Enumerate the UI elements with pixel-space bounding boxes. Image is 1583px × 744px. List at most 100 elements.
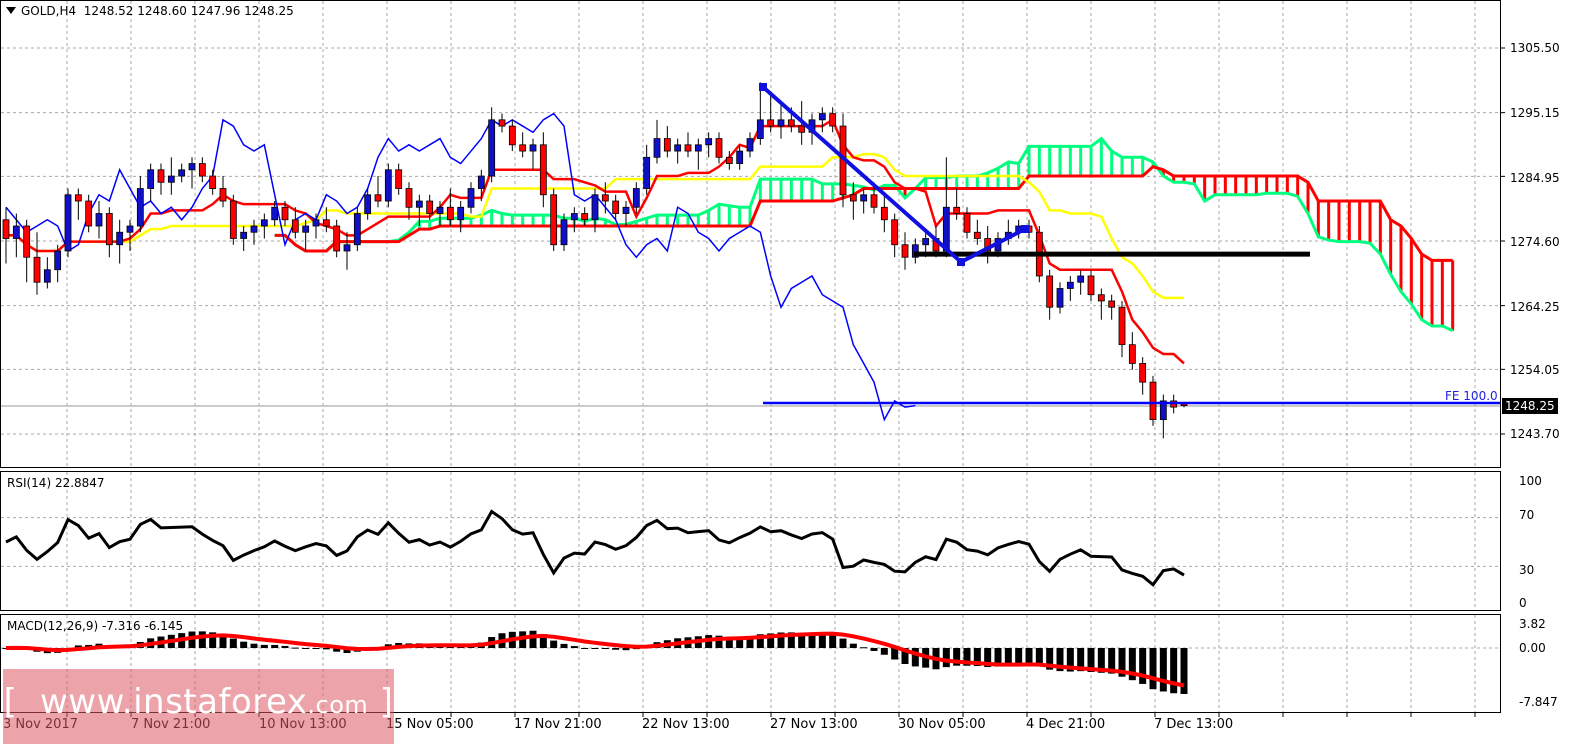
candle bbox=[250, 225, 258, 233]
instaforex-watermark: [ www.instaforex.com ] bbox=[3, 669, 394, 744]
macd-histogram-bar bbox=[1128, 648, 1136, 681]
macd-histogram-bar bbox=[1170, 648, 1178, 694]
candle bbox=[622, 206, 630, 214]
rsi-tick: 100 bbox=[1519, 474, 1542, 488]
candle bbox=[126, 225, 134, 233]
macd-histogram-bar bbox=[808, 632, 816, 648]
candle bbox=[477, 175, 485, 189]
macd-histogram-bar bbox=[1004, 648, 1012, 666]
macd-histogram-bar bbox=[715, 635, 723, 648]
candle bbox=[343, 244, 351, 252]
candle bbox=[415, 200, 423, 208]
macd-histogram-bar bbox=[1139, 648, 1147, 684]
price-tick: 1274.60 bbox=[1510, 235, 1560, 249]
candle bbox=[405, 188, 413, 208]
macd-histogram-bar bbox=[198, 631, 206, 648]
candle bbox=[901, 244, 909, 258]
macd-signal-line bbox=[5, 631, 1185, 688]
candle bbox=[922, 238, 930, 246]
macd-histogram-bar bbox=[911, 648, 919, 667]
trendline-anchor bbox=[759, 83, 767, 91]
price-tick: 1264.25 bbox=[1510, 300, 1560, 314]
macd-histogram-bar bbox=[271, 644, 279, 648]
candle bbox=[777, 119, 785, 127]
macd-histogram-bar bbox=[560, 643, 568, 648]
current-price-tag: 1248.25 bbox=[1502, 398, 1558, 414]
fibonacci-expansion-label[interactable]: FE 100.0 bbox=[1445, 389, 1498, 403]
macd-histogram-bar bbox=[777, 632, 785, 648]
macd-histogram-bar bbox=[798, 632, 806, 648]
macd-histogram-bar bbox=[891, 648, 899, 660]
candle bbox=[818, 113, 826, 121]
candle bbox=[457, 206, 465, 221]
candle bbox=[12, 225, 20, 239]
candle bbox=[322, 219, 330, 227]
macd-histogram-bar bbox=[250, 643, 258, 648]
candle bbox=[973, 231, 981, 239]
candle bbox=[942, 206, 950, 252]
candle bbox=[467, 188, 475, 208]
macd-histogram-bar bbox=[74, 645, 82, 648]
price-tick: 1254.05 bbox=[1510, 363, 1560, 377]
macd-histogram-bar bbox=[612, 648, 620, 650]
macd-histogram-bar bbox=[322, 648, 330, 650]
rsi-label: RSI(14) 22.8847 bbox=[7, 476, 105, 490]
candle bbox=[43, 269, 51, 283]
macd-histogram-bar bbox=[818, 632, 826, 648]
candle bbox=[157, 169, 165, 183]
macd-histogram-bar bbox=[1046, 648, 1054, 670]
candle bbox=[54, 250, 62, 271]
senkou-span-a-line bbox=[274, 136, 1454, 332]
macd-histogram-bar bbox=[787, 632, 795, 648]
candle bbox=[374, 194, 382, 202]
candle bbox=[798, 125, 806, 133]
macd-histogram-bar bbox=[942, 648, 950, 668]
candle bbox=[860, 194, 868, 202]
candle bbox=[229, 200, 237, 239]
candle bbox=[446, 206, 454, 221]
rsi-panel-frame bbox=[0, 471, 1501, 611]
candle bbox=[519, 144, 527, 152]
candle bbox=[746, 138, 754, 152]
candle bbox=[529, 144, 537, 152]
high-value: 1248.60 bbox=[137, 4, 187, 18]
candle bbox=[601, 194, 609, 202]
macd-histogram-bar bbox=[260, 644, 268, 648]
macd-histogram-bar bbox=[746, 636, 754, 648]
macd-histogram-bar bbox=[870, 648, 878, 651]
candle bbox=[384, 169, 392, 202]
macd-histogram-bar bbox=[849, 643, 857, 648]
chart-header: GOLD,H4 1248.52 1248.60 1247.96 1248.25 bbox=[6, 4, 294, 18]
rsi-tick: 30 bbox=[1519, 563, 1535, 577]
macd-histogram-bar bbox=[1056, 648, 1064, 672]
macd-histogram-bar bbox=[302, 648, 310, 649]
close-value: 1248.25 bbox=[244, 4, 294, 18]
candle bbox=[581, 213, 589, 221]
macd-histogram-bar bbox=[1097, 648, 1105, 673]
main-panel-frame bbox=[0, 0, 1501, 468]
candle bbox=[963, 213, 971, 233]
candle bbox=[1097, 294, 1105, 302]
macd-histogram-bar bbox=[860, 647, 868, 649]
time-label: 15 Nov 05:00 bbox=[386, 717, 474, 732]
price-tick: 1295.15 bbox=[1510, 106, 1560, 120]
macd-histogram-bar bbox=[343, 648, 351, 653]
candle bbox=[560, 219, 568, 246]
macd-histogram-bar bbox=[539, 634, 547, 648]
macd-histogram-bar bbox=[240, 641, 248, 648]
trendline-anchor bbox=[957, 258, 965, 266]
macd-histogram-bar bbox=[1035, 648, 1043, 666]
candle bbox=[653, 138, 661, 158]
macd-histogram-bar bbox=[219, 634, 227, 648]
dropdown-triangle-icon[interactable] bbox=[6, 7, 16, 14]
candle bbox=[116, 231, 124, 246]
candle bbox=[209, 175, 217, 189]
candle bbox=[1139, 363, 1147, 383]
time-label: 17 Nov 21:00 bbox=[514, 717, 602, 732]
macd-histogram-bar bbox=[880, 648, 888, 655]
rsi-line bbox=[5, 509, 1185, 587]
candle bbox=[198, 163, 206, 177]
candle bbox=[312, 219, 320, 227]
candle bbox=[736, 150, 744, 164]
